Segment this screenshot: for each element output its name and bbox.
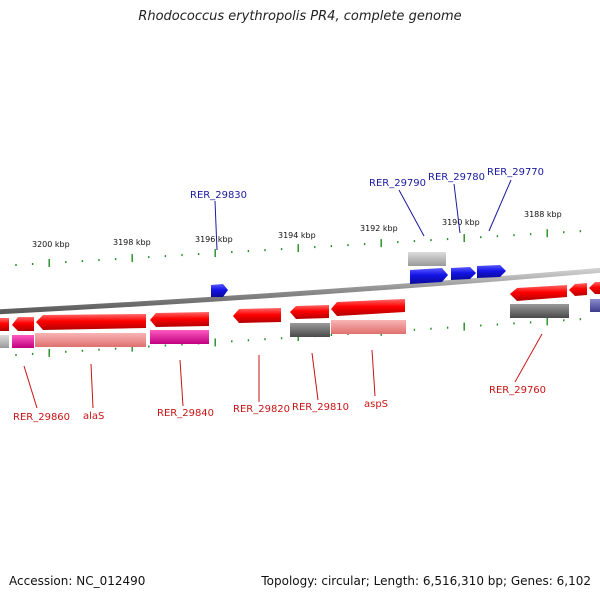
label-rer-29820: RER_29820 (233, 404, 290, 415)
leader-line-rer-29780 (453, 183, 461, 234)
leader-line-rer-29860 (23, 365, 38, 409)
gene-rer-29780[interactable] (451, 267, 476, 280)
leader-line-rer-29760 (514, 333, 543, 383)
feature-rer-29790-grey[interactable] (408, 252, 446, 266)
coord-label-3188: 3188 kbp (524, 210, 562, 219)
map-title: Rhodococcus erythropolis PR4, complete g… (138, 9, 462, 24)
label-rer-29760: RER_29760 (489, 385, 546, 396)
coord-label-3200: 3200 kbp (32, 240, 70, 249)
gene-rer-29860[interactable] (12, 317, 34, 331)
coord-label-3190: 3190 kbp (442, 218, 480, 227)
leader-line-rer-29840 (179, 359, 184, 407)
feature-lightgrey-left[interactable] (0, 335, 9, 348)
label-rer-29770: RER_29770 (487, 167, 544, 178)
leader-line-asps (371, 349, 376, 397)
coord-label-3196: 3196 kbp (195, 235, 233, 244)
bottom-leader-lines (23, 333, 543, 409)
gene-rer-29760[interactable] (510, 285, 567, 301)
topology-summary: Topology: circular; Length: 6,516,310 bp… (261, 574, 591, 588)
feature-purple-right[interactable] (590, 299, 600, 312)
gene-right-1[interactable] (569, 283, 587, 296)
gene-rer-29830[interactable] (211, 284, 228, 297)
top-leader-lines (214, 179, 512, 251)
feature-row (0, 299, 600, 348)
outer-coordinate-ticks (15, 229, 582, 267)
gene-rer-29790[interactable] (410, 268, 448, 284)
leader-line-rer-29790 (398, 189, 425, 237)
feature-rer-29810-grey[interactable] (290, 323, 330, 337)
label-alas: alaS (83, 411, 104, 422)
accession-text: Accession: NC_012490 (9, 574, 146, 588)
label-asps: aspS (364, 399, 388, 410)
inner-strand-genes (0, 282, 600, 331)
gene-partial-left[interactable] (0, 318, 9, 331)
gene-right-2[interactable] (589, 282, 600, 294)
leader-line-rer-29770 (488, 179, 512, 232)
feature-rer-29760-grey[interactable] (510, 304, 569, 318)
label-rer-29780: RER_29780 (428, 172, 485, 183)
leader-line-alas (90, 363, 94, 409)
coord-label-3194: 3194 kbp (278, 231, 316, 240)
leader-line-rer-29830 (214, 200, 218, 251)
gene-rer-29770[interactable] (477, 265, 506, 278)
label-rer-29810: RER_29810 (292, 402, 349, 413)
feature-alas-pink[interactable] (35, 333, 146, 347)
gene-asps[interactable] (331, 299, 405, 316)
feature-rer-29860-magenta[interactable] (12, 335, 34, 348)
coord-label-3198: 3198 kbp (113, 238, 151, 247)
gene-rer-29820[interactable] (233, 308, 281, 323)
coord-label-3192: 3192 kbp (360, 224, 398, 233)
leader-line-rer-29810 (311, 352, 319, 401)
label-rer-29790: RER_29790 (369, 178, 426, 189)
outer-strand-genes (211, 252, 506, 297)
feature-asps-pink[interactable] (331, 320, 406, 334)
gene-rer-29810[interactable] (290, 305, 329, 319)
label-rer-29840: RER_29840 (157, 408, 214, 419)
gene-rer-29840[interactable] (150, 312, 209, 327)
label-rer-29830: RER_29830 (190, 190, 247, 201)
label-rer-29860: RER_29860 (13, 412, 70, 423)
genome-backbone (0, 267, 600, 315)
gene-alas[interactable] (36, 314, 146, 330)
feature-rer-29840-magenta[interactable] (150, 330, 209, 344)
